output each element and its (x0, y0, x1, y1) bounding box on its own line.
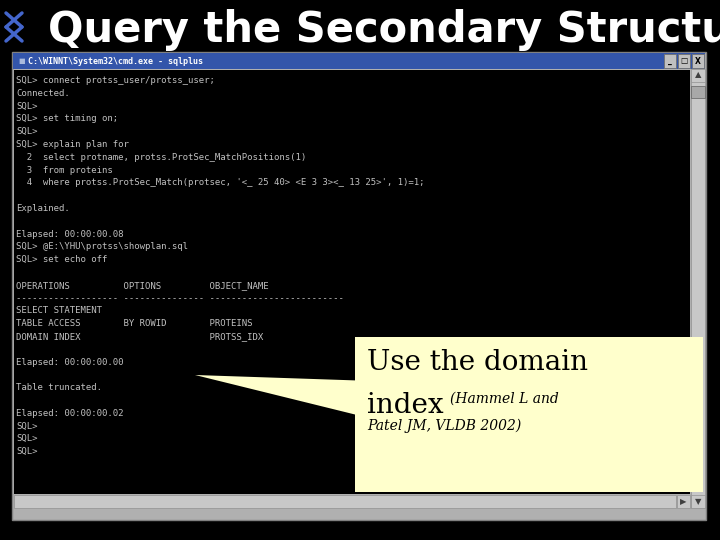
FancyBboxPatch shape (14, 495, 676, 508)
Text: SQL> set timing on;: SQL> set timing on; (16, 114, 118, 124)
Text: SQL> connect protss_user/protss_user;: SQL> connect protss_user/protss_user; (16, 76, 215, 85)
Text: SQL>: SQL> (16, 434, 37, 443)
Text: SQL>: SQL> (16, 447, 37, 456)
Text: X: X (695, 57, 701, 65)
Text: _: _ (668, 57, 672, 65)
FancyBboxPatch shape (14, 70, 690, 494)
FancyBboxPatch shape (677, 495, 690, 508)
Text: (Hammel L and: (Hammel L and (450, 392, 559, 406)
Text: SQL>: SQL> (16, 127, 37, 136)
FancyBboxPatch shape (691, 495, 705, 508)
Text: OPERATIONS          OPTIONS         OBJECT_NAME: OPERATIONS OPTIONS OBJECT_NAME (16, 281, 269, 290)
Text: 3  from proteins: 3 from proteins (16, 166, 113, 174)
Text: Explained.: Explained. (16, 204, 70, 213)
FancyBboxPatch shape (355, 337, 703, 492)
Text: SQL> @E:\YHU\protss\showplan.sql: SQL> @E:\YHU\protss\showplan.sql (16, 242, 188, 252)
Text: ▼: ▼ (695, 497, 701, 507)
Text: SQL> explain plan for: SQL> explain plan for (16, 140, 129, 149)
Text: SQL>: SQL> (16, 102, 37, 111)
Polygon shape (195, 375, 355, 415)
FancyBboxPatch shape (12, 52, 706, 520)
FancyBboxPatch shape (692, 54, 704, 68)
Text: Elapsed: 00:00:00.08: Elapsed: 00:00:00.08 (16, 230, 124, 239)
Text: SELECT STATEMENT: SELECT STATEMENT (16, 306, 102, 315)
Text: Patel JM, VLDB 2002): Patel JM, VLDB 2002) (367, 419, 521, 434)
Text: Elapsed: 00:00:00.02: Elapsed: 00:00:00.02 (16, 409, 124, 418)
Text: Use the domain: Use the domain (367, 349, 588, 376)
Text: Table truncated.: Table truncated. (16, 383, 102, 392)
Text: 2  select protname, protss.ProtSec_MatchPositions(1): 2 select protname, protss.ProtSec_MatchP… (16, 153, 306, 162)
Text: ------------------- --------------- -------------------------: ------------------- --------------- ----… (16, 294, 344, 302)
FancyBboxPatch shape (691, 86, 705, 98)
FancyBboxPatch shape (691, 70, 705, 508)
Text: Query the Secondary Structures: Query the Secondary Structures (48, 9, 720, 51)
Text: □: □ (680, 57, 688, 65)
Text: ■: ■ (18, 58, 24, 64)
FancyBboxPatch shape (13, 53, 705, 69)
Text: TABLE ACCESS        BY ROWID        PROTEINS: TABLE ACCESS BY ROWID PROTEINS (16, 319, 253, 328)
FancyBboxPatch shape (691, 69, 705, 82)
Text: ▲: ▲ (695, 71, 701, 79)
FancyBboxPatch shape (678, 54, 690, 68)
Text: DOMAIN INDEX                        PROTSS_IDX: DOMAIN INDEX PROTSS_IDX (16, 332, 264, 341)
Text: Connected.: Connected. (16, 89, 70, 98)
Text: 4  where protss.ProtSec_Match(protsec, '<_ 25 40> <E 3 3><_ 13 25>', 1)=1;: 4 where protss.ProtSec_Match(protsec, '<… (16, 178, 425, 187)
FancyBboxPatch shape (664, 54, 676, 68)
Text: ▶: ▶ (680, 497, 686, 507)
Text: SQL> set echo off: SQL> set echo off (16, 255, 107, 264)
Text: C:\WINNT\System32\cmd.exe - sqlplus: C:\WINNT\System32\cmd.exe - sqlplus (28, 57, 203, 65)
Text: SQL>: SQL> (16, 422, 37, 430)
Text: index: index (367, 392, 444, 419)
Text: Elapsed: 00:00:00.00: Elapsed: 00:00:00.00 (16, 357, 124, 367)
